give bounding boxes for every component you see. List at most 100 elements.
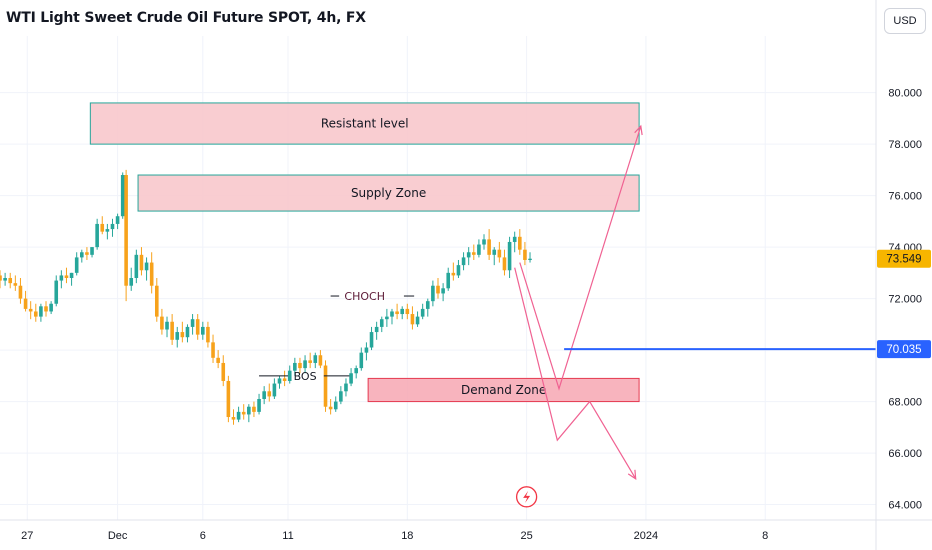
projection-path-down [514,267,637,480]
candle-body [400,308,405,315]
candle-body [44,306,48,312]
candle-body [272,383,277,397]
projection-layer [514,124,876,508]
candle-body [252,406,256,412]
candle-body [160,316,164,330]
x-tick-label: Dec [108,530,128,542]
currency-button[interactable]: USD [884,8,926,34]
candle-body [431,285,435,302]
zone-label: Resistant level [321,117,409,131]
candle-body [487,239,491,255]
x-tick-label: 25 [520,530,532,542]
candle-body [226,380,231,418]
candle-body [318,355,323,366]
candle-body [303,360,307,369]
candle-body [293,362,297,371]
candle-body [282,378,287,381]
x-tick-label: 8 [762,530,768,542]
candle-body [410,314,415,325]
candle-body [3,278,7,281]
candle-body [298,362,302,369]
candle-body [339,391,343,402]
level-price-tag-text: 70.035 [886,344,921,356]
candle-body [54,280,59,304]
last-price-tag-text: 73.549 [886,254,921,266]
annotation-label: CHOCH [344,290,385,303]
annotations-layer: CHOCH BOS [259,290,415,383]
candles-layer [0,169,532,425]
candle-body [518,236,522,250]
y-tick-label: 72.000 [888,294,922,306]
candle-body [206,326,210,343]
candle-body [379,319,384,327]
candle-body [236,411,241,420]
chart-title: WTI Light Sweet Crude Oil Future SPOT, 4… [6,10,366,26]
candle-body [13,283,18,286]
candle-body [85,252,89,255]
candle-body [211,342,215,358]
y-tick-label: 66.000 [888,448,922,460]
candle-body [328,406,333,410]
candle-body [456,265,461,276]
candle-body [105,229,110,232]
candle-body [39,306,43,317]
candle-body [313,355,318,363]
candle-body [129,278,134,286]
candle-body [385,316,389,320]
candle-body [512,236,517,242]
candle-body [69,272,74,278]
arrow-head [634,124,643,136]
candle-body [287,370,292,381]
candle-body [64,275,69,278]
candle-body [8,278,13,284]
candle-body [369,332,374,348]
candle-body [415,316,420,325]
candle-body [528,258,532,260]
candle-body [349,373,353,384]
candle-body [139,254,144,271]
candle-body [436,285,440,294]
candle-body [441,288,445,294]
candle-body [120,175,125,217]
last-price-tag [877,249,931,268]
candle-body [492,249,497,255]
candle-body [100,223,105,232]
candle-body [23,298,28,309]
x-tick-label: 11 [282,530,293,542]
arrow-head [627,469,637,480]
candle-body [277,378,282,384]
candle-body [154,285,159,317]
zone-label: Supply Zone [351,186,426,200]
candle-body [170,321,174,340]
candle-body [354,368,358,374]
candle-body [451,272,456,276]
candle-body [80,252,84,258]
candle-body [115,216,120,224]
candle-body [477,244,481,255]
candle-body [95,223,99,248]
candle-body [482,239,486,245]
annotation-label: BOS [294,370,317,383]
zone-box [137,174,640,212]
candle-body [74,257,79,273]
demand-zone-box [367,377,640,403]
x-tick-label: 6 [200,530,206,542]
candle-body [175,332,180,340]
candle-body [0,275,2,281]
candle-body [134,254,139,278]
candle-body [124,175,128,286]
y-tick-label: 76.000 [888,191,922,203]
candle-body [507,241,512,271]
candle-body [247,406,251,415]
candle-body [323,365,328,407]
candle-body [149,262,154,286]
candle-body [333,401,338,410]
y-tick-label: 68.000 [888,397,922,409]
candle-body [144,262,149,271]
candle-body [216,357,220,363]
x-tick-label: 2024 [634,530,658,542]
projection-path-up [519,125,642,391]
candle-body [28,308,33,312]
y-tick-label: 80.000 [888,88,922,100]
